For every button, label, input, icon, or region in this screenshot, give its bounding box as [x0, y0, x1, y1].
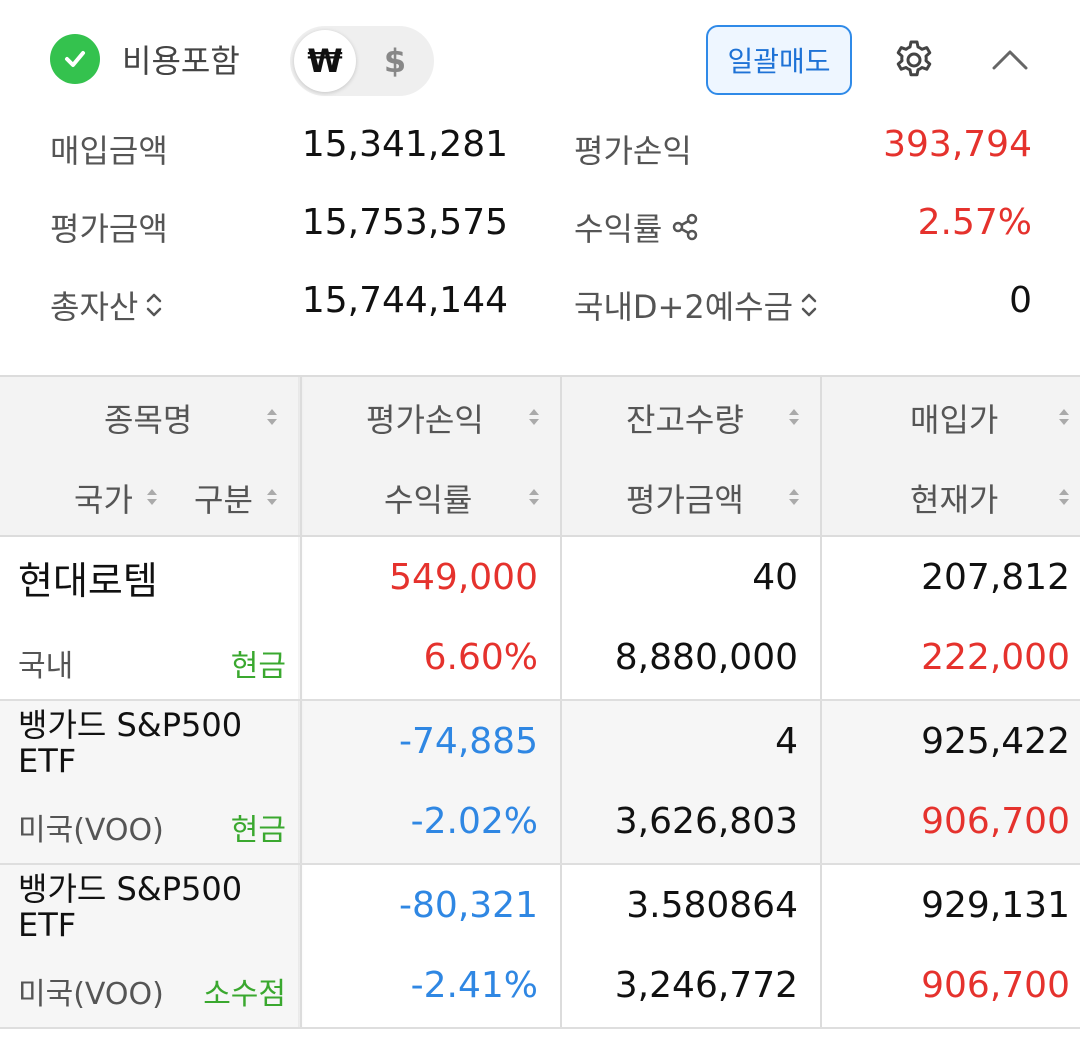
stock-category: 현금	[230, 813, 286, 848]
eval-pl: -80,321	[399, 885, 538, 926]
bulk-sell-button[interactable]: 일괄매도	[706, 25, 852, 95]
avg-price: 929,131	[921, 885, 1070, 926]
quantity: 4	[775, 721, 798, 762]
eval-amount: 3,626,803	[614, 801, 798, 842]
header-eval-amount[interactable]: 평가금액	[626, 481, 744, 519]
current-price: 906,700	[921, 801, 1070, 842]
stock-name-line1: 뱅가드 S&P500	[18, 870, 243, 908]
header-category[interactable]: 구분	[194, 481, 253, 519]
eval-pl: 549,000	[389, 557, 538, 598]
fee-include-checkbox[interactable]	[50, 34, 100, 84]
chevron-up-icon[interactable]	[988, 42, 1032, 78]
total-assets-label: 총자산	[50, 288, 139, 326]
purchase-amount-label: 매입금액	[50, 132, 168, 170]
return-rate-label-group: 수익률	[574, 204, 700, 250]
table-row[interactable]: 현대로템 국내 현금 549,000 6.60% 40 8,880,000 20…	[0, 537, 1080, 701]
total-assets-label-group[interactable]: 총자산	[50, 282, 162, 328]
stock-name[interactable]: 뱅가드 S&P500 ETF	[18, 871, 242, 943]
stock-name-line1: 뱅가드 S&P500	[18, 706, 243, 744]
stock-name-line2: ETF	[18, 742, 77, 780]
header-quantity[interactable]: 잔고수량	[626, 401, 744, 439]
currency-won-option[interactable]: ₩	[294, 30, 356, 92]
header-eval-pl[interactable]: 평가손익	[366, 401, 484, 439]
currency-usd-option[interactable]: $	[383, 42, 407, 80]
stock-category: 소수점	[203, 977, 286, 1012]
current-price: 222,000	[921, 637, 1070, 678]
sort-icon[interactable]	[266, 407, 278, 427]
currency-toggle[interactable]: ₩ $	[290, 26, 434, 96]
total-assets-value: 15,744,144	[301, 280, 508, 321]
eval-amount: 3,246,772	[614, 965, 798, 1006]
fee-include-label[interactable]: 비용포함	[122, 42, 240, 80]
header-avg-price[interactable]: 매입가	[910, 401, 999, 439]
up-down-chevron-icon[interactable]	[146, 290, 162, 320]
check-icon	[65, 51, 85, 67]
eval-amount: 8,880,000	[614, 637, 798, 678]
quantity: 40	[752, 557, 798, 598]
d2-deposit-label: 국내D+2예수금	[574, 288, 794, 326]
header-return-rate[interactable]: 수익률	[384, 481, 473, 519]
return-rate: 6.60%	[423, 637, 538, 678]
header-current-price[interactable]: 현재가	[910, 481, 999, 519]
avg-price: 925,422	[921, 721, 1070, 762]
eval-pl-value: 393,794	[883, 124, 1032, 165]
header-name[interactable]: 종목명	[104, 401, 193, 439]
stock-country: 미국(VOO)	[18, 813, 164, 848]
stock-category: 현금	[230, 649, 286, 684]
holdings-table: 종목명 평가손익 잔고수량 매입가 국가 구분 수익률 평가금액 현재가 현대로…	[0, 375, 1080, 1029]
table-row[interactable]: 뱅가드 S&P500 ETF 미국(VOO) 현금 -74,885 -2.02%…	[0, 701, 1080, 865]
eval-pl-label: 평가손익	[574, 132, 692, 170]
stock-country: 국내	[18, 649, 74, 684]
stock-name[interactable]: 뱅가드 S&P500 ETF	[18, 707, 242, 779]
sort-icon[interactable]	[528, 487, 540, 507]
quantity: 3.580864	[626, 885, 798, 926]
up-down-chevron-icon[interactable]	[801, 290, 817, 320]
gear-icon[interactable]	[892, 38, 936, 82]
d2-deposit-label-group[interactable]: 국내D+2예수금	[574, 282, 817, 328]
table-header: 종목명 평가손익 잔고수량 매입가 국가 구분 수익률 평가금액 현재가	[0, 375, 1080, 537]
current-price: 906,700	[921, 965, 1070, 1006]
table-row[interactable]: 뱅가드 S&P500 ETF 미국(VOO) 소수점 -80,321 -2.41…	[0, 865, 1080, 1029]
stock-country: 미국(VOO)	[18, 977, 164, 1012]
eval-amount-value: 15,753,575	[301, 202, 508, 243]
sort-icon[interactable]	[266, 487, 278, 507]
return-rate-label: 수익률	[574, 210, 663, 248]
share-icon[interactable]	[670, 212, 700, 242]
avg-price: 207,812	[921, 557, 1070, 598]
sort-icon[interactable]	[788, 487, 800, 507]
sort-icon[interactable]	[1058, 407, 1070, 427]
eval-amount-label: 평가금액	[50, 210, 168, 248]
return-rate: -2.02%	[410, 801, 538, 842]
header-country[interactable]: 국가	[74, 481, 133, 519]
stock-name-line2: ETF	[18, 906, 77, 944]
sort-icon[interactable]	[788, 407, 800, 427]
return-rate: -2.41%	[410, 965, 538, 1006]
summary-panel: 비용포함 ₩ $ 일괄매도 매입금액 15,341,281 평가손익 393,7…	[0, 0, 1080, 375]
stock-name[interactable]: 현대로템	[18, 559, 158, 603]
sort-icon[interactable]	[1058, 487, 1070, 507]
sort-icon[interactable]	[528, 407, 540, 427]
sort-icon[interactable]	[146, 487, 158, 507]
eval-pl: -74,885	[399, 721, 538, 762]
purchase-amount-value: 15,341,281	[301, 124, 508, 165]
return-rate-value: 2.57%	[917, 202, 1032, 243]
d2-deposit-value: 0	[1009, 280, 1032, 321]
